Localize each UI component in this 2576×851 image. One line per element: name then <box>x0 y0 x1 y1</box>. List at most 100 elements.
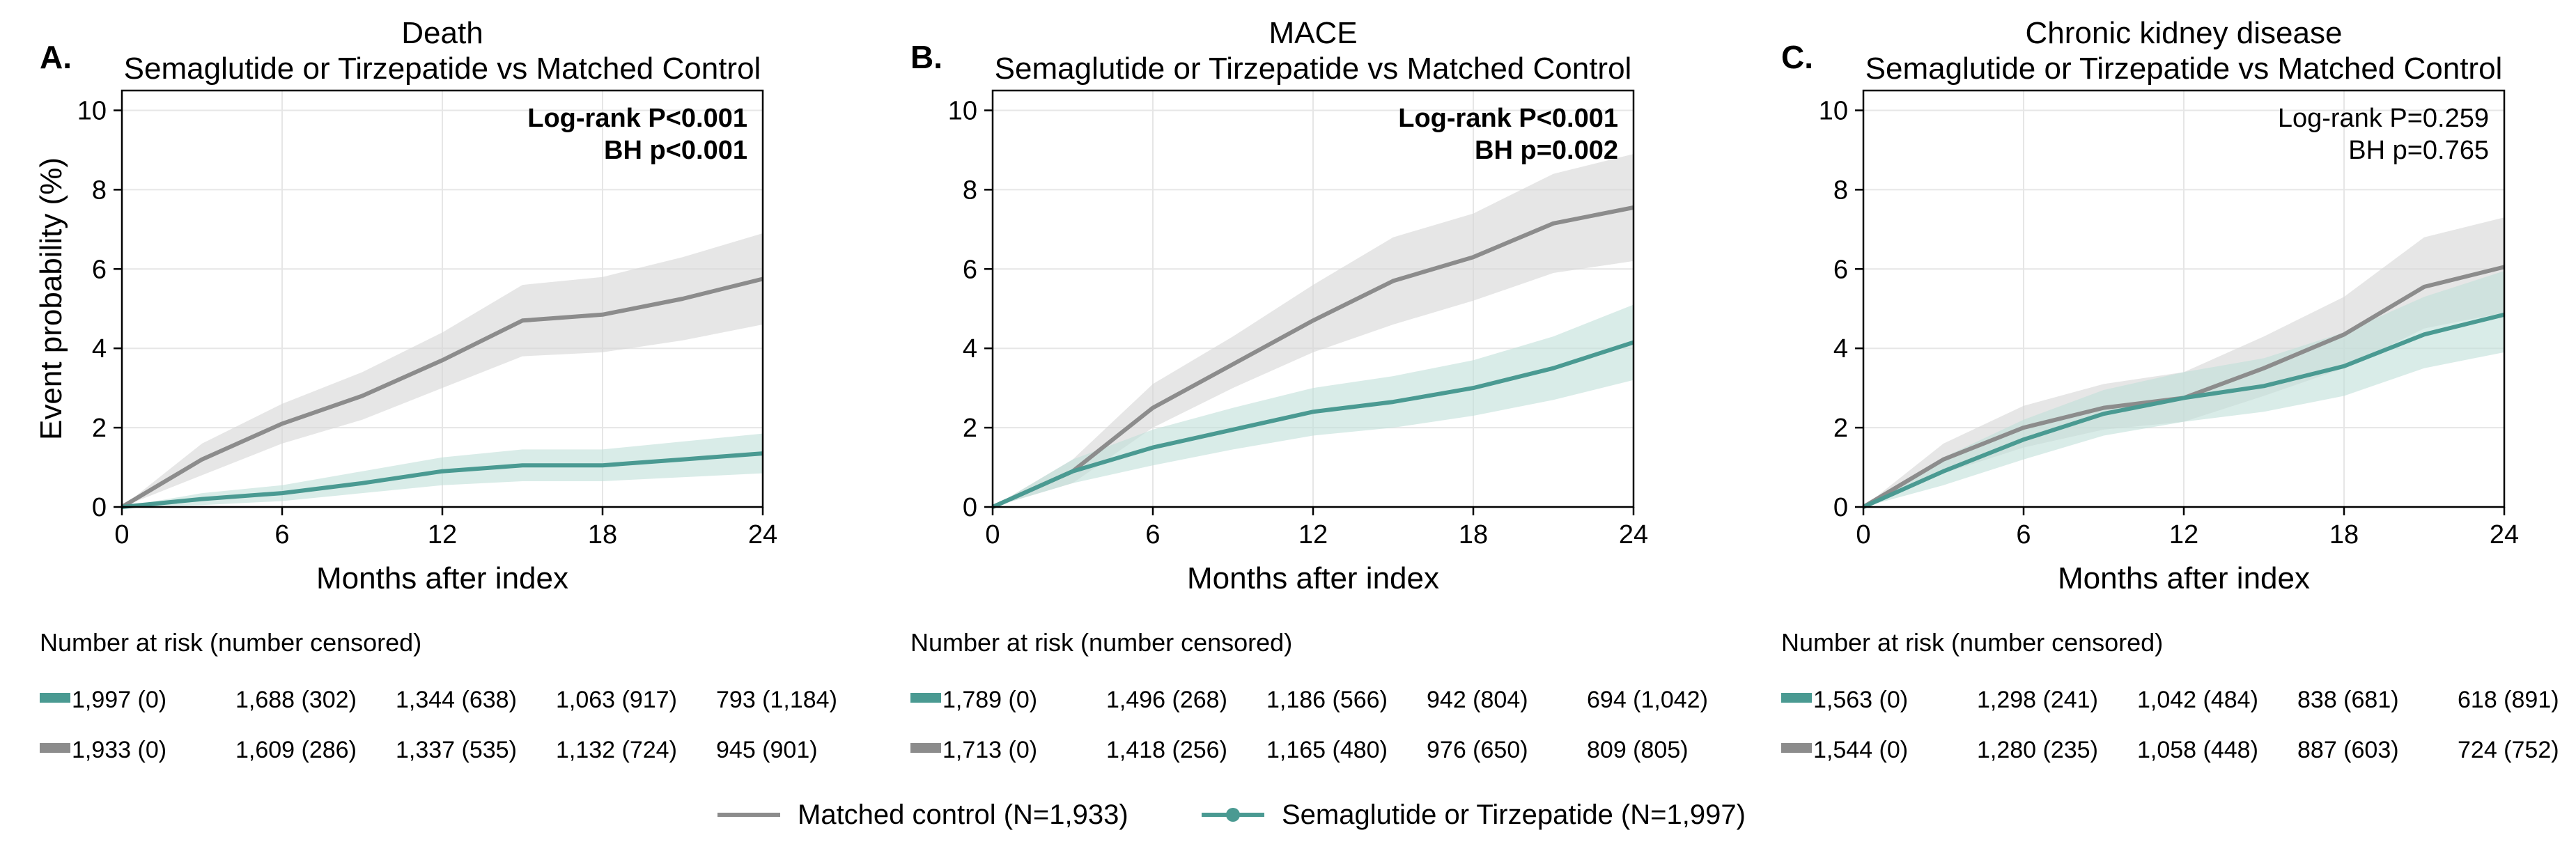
x-axis-label: Months after index <box>2058 561 2310 595</box>
control-ci-band <box>993 154 1634 507</box>
treatment-series-line <box>121 451 763 509</box>
risk-cell: 1,933 (0) <box>72 737 166 763</box>
x-tick-label: 18 <box>2329 520 2359 549</box>
x-tick-label: 0 <box>114 520 129 549</box>
control-series-line <box>121 276 763 509</box>
y-tick-label: 0 <box>1833 493 1848 522</box>
x-tick-label: 24 <box>2490 520 2519 549</box>
panel-title: Death <box>401 16 483 50</box>
panel-letter: B. <box>910 39 942 75</box>
y-tick-label: 4 <box>1833 334 1848 364</box>
risk-cell: 1,337 (535) <box>396 737 517 763</box>
stat-annotation: BH p<0.001 <box>604 136 747 165</box>
treatment-ci-band <box>1863 271 2504 507</box>
y-tick-label: 10 <box>1819 96 1848 125</box>
panel-subtitle: Semaglutide or Tirzepatide vs Matched Co… <box>1865 52 2503 86</box>
risk-cell: 1,496 (268) <box>1106 687 1227 713</box>
stat-annotation: Log-rank P<0.001 <box>1398 104 1618 133</box>
risk-cell: 793 (1,184) <box>716 687 837 713</box>
panel-letter: A. <box>40 39 72 75</box>
risk-cell: 1,563 (0) <box>1813 687 1908 713</box>
stat-annotation: Log-rank P=0.259 <box>2278 104 2489 133</box>
panel-title: Chronic kidney disease <box>2026 16 2343 50</box>
control-risk-swatch <box>1781 743 1812 753</box>
risk-cell: 1,042 (484) <box>2137 687 2258 713</box>
treatment-series-line <box>991 340 1634 509</box>
risk-cell: 945 (901) <box>716 737 818 763</box>
x-tick-label: 6 <box>2016 520 2031 549</box>
risk-cell: 1,298 (241) <box>1977 687 2098 713</box>
risk-cell: 1,789 (0) <box>942 687 1037 713</box>
stat-annotation: Log-rank P<0.001 <box>527 104 747 133</box>
treatment-ci-band <box>993 304 1634 507</box>
x-tick-label: 24 <box>748 520 777 549</box>
y-tick-label: 0 <box>963 493 977 522</box>
risk-cell: 838 (681) <box>2297 687 2399 713</box>
risk-table-header: Number at risk (number censored) <box>910 628 1292 657</box>
risk-cell: 1,058 (448) <box>2137 737 2258 763</box>
x-tick-label: 0 <box>1856 520 1870 549</box>
risk-cell: 1,418 (256) <box>1106 737 1227 763</box>
risk-cell: 1,063 (917) <box>556 687 677 713</box>
risk-cell: 1,997 (0) <box>72 687 166 713</box>
legend-treatment-label: Semaglutide or Tirzepatide (N=1,997) <box>1282 799 1746 830</box>
risk-cell: 1,186 (566) <box>1266 687 1388 713</box>
treatment-risk-swatch <box>910 693 941 703</box>
x-tick-label: 12 <box>1298 520 1328 549</box>
risk-table-header: Number at risk (number censored) <box>40 628 421 657</box>
y-tick-label: 10 <box>77 96 107 125</box>
x-tick-label: 24 <box>1619 520 1648 549</box>
y-tick-label: 8 <box>963 175 977 205</box>
panel-subtitle: Semaglutide or Tirzepatide vs Matched Co… <box>995 52 1632 86</box>
risk-cell: 887 (603) <box>2297 737 2399 763</box>
x-tick-label: 12 <box>428 520 457 549</box>
risk-cell: 694 (1,042) <box>1587 687 1708 713</box>
panel-title: MACE <box>1268 16 1357 50</box>
y-tick-label: 0 <box>92 493 107 522</box>
risk-cell: 1,609 (286) <box>235 737 357 763</box>
legend-treatment-marker <box>1226 808 1240 822</box>
y-axis-label: Event probability (%) <box>34 157 68 440</box>
x-tick-label: 18 <box>588 520 617 549</box>
x-tick-label: 12 <box>2169 520 2198 549</box>
control-risk-swatch <box>910 743 941 753</box>
treatment-risk-swatch <box>40 693 70 703</box>
y-tick-label: 8 <box>92 175 107 205</box>
panel-subtitle: Semaglutide or Tirzepatide vs Matched Co… <box>124 52 761 86</box>
risk-cell: 1,165 (480) <box>1266 737 1388 763</box>
y-tick-label: 6 <box>92 255 107 284</box>
treatment-series-line <box>1862 312 2505 509</box>
y-tick-label: 4 <box>92 334 107 364</box>
risk-cell: 809 (805) <box>1587 737 1689 763</box>
risk-cell: 724 (752) <box>2458 737 2559 763</box>
risk-cell: 1,544 (0) <box>1813 737 1908 763</box>
risk-cell: 1,713 (0) <box>942 737 1037 763</box>
x-axis-label: Months after index <box>316 561 568 595</box>
risk-cell: 1,280 (235) <box>1977 737 2098 763</box>
y-tick-label: 6 <box>963 255 977 284</box>
x-tick-label: 6 <box>274 520 289 549</box>
x-tick-label: 6 <box>1145 520 1160 549</box>
risk-cell: 1,344 (638) <box>396 687 517 713</box>
y-tick-label: 2 <box>1833 414 1848 443</box>
control-risk-swatch <box>40 743 70 753</box>
y-tick-label: 6 <box>1833 255 1848 284</box>
y-tick-label: 8 <box>1833 175 1848 205</box>
risk-cell: 976 (650) <box>1427 737 1528 763</box>
y-tick-label: 4 <box>963 334 977 364</box>
y-tick-label: 2 <box>92 414 107 443</box>
risk-cell: 1,688 (302) <box>235 687 357 713</box>
control-series-line <box>991 205 1634 509</box>
control-ci-band <box>122 233 763 507</box>
risk-table-header: Number at risk (number censored) <box>1781 628 2163 657</box>
stat-annotation: BH p=0.765 <box>2348 136 2489 165</box>
risk-cell: 1,132 (724) <box>556 737 677 763</box>
legend-control-label: Matched control (N=1,933) <box>798 799 1128 830</box>
risk-cell: 942 (804) <box>1427 687 1528 713</box>
y-tick-label: 10 <box>948 96 977 125</box>
stat-annotation: BH p=0.002 <box>1475 136 1618 165</box>
